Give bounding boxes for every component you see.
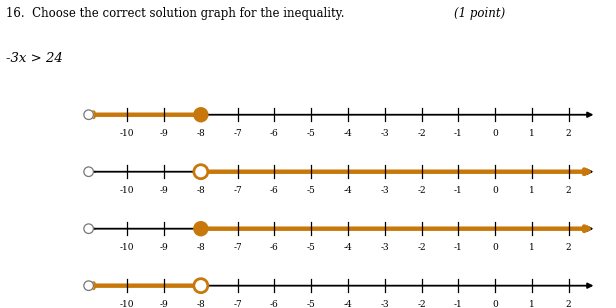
Text: -7: -7 bbox=[233, 129, 242, 138]
Text: 1: 1 bbox=[529, 186, 535, 195]
Text: 0: 0 bbox=[492, 186, 498, 195]
Text: -4: -4 bbox=[344, 186, 352, 195]
Text: 2: 2 bbox=[566, 186, 572, 195]
Circle shape bbox=[194, 165, 208, 179]
Text: -9: -9 bbox=[160, 243, 168, 252]
Circle shape bbox=[194, 222, 208, 236]
Circle shape bbox=[84, 281, 94, 290]
Text: -10: -10 bbox=[120, 300, 134, 308]
Text: -6: -6 bbox=[270, 129, 279, 138]
Circle shape bbox=[84, 167, 94, 176]
Text: -4: -4 bbox=[344, 243, 352, 252]
Text: -10: -10 bbox=[120, 243, 134, 252]
Text: -6: -6 bbox=[270, 300, 279, 308]
Text: -8: -8 bbox=[197, 300, 205, 308]
Text: 0: 0 bbox=[492, 243, 498, 252]
Circle shape bbox=[84, 224, 94, 233]
Text: -7: -7 bbox=[233, 243, 242, 252]
Text: -1: -1 bbox=[454, 300, 463, 308]
Text: 2: 2 bbox=[566, 300, 572, 308]
Text: -7: -7 bbox=[233, 300, 242, 308]
Text: -9: -9 bbox=[160, 300, 168, 308]
Text: 16.  Choose the correct solution graph for the inequality.: 16. Choose the correct solution graph fo… bbox=[6, 7, 345, 20]
Text: -3: -3 bbox=[381, 300, 389, 308]
Text: -6: -6 bbox=[270, 243, 279, 252]
Text: -2: -2 bbox=[417, 186, 426, 195]
Text: 1: 1 bbox=[529, 300, 535, 308]
Text: -6: -6 bbox=[270, 186, 279, 195]
Text: -4: -4 bbox=[344, 300, 352, 308]
Text: (1 point): (1 point) bbox=[455, 7, 506, 20]
Text: -4: -4 bbox=[344, 129, 352, 138]
Text: 0: 0 bbox=[492, 300, 498, 308]
Text: 0: 0 bbox=[492, 129, 498, 138]
Text: -3x > 24: -3x > 24 bbox=[6, 52, 63, 65]
Text: -5: -5 bbox=[307, 186, 315, 195]
Text: 2: 2 bbox=[566, 243, 572, 252]
Text: -10: -10 bbox=[120, 129, 134, 138]
Text: -1: -1 bbox=[454, 129, 463, 138]
Text: -7: -7 bbox=[233, 186, 242, 195]
Text: 1: 1 bbox=[529, 129, 535, 138]
Circle shape bbox=[194, 108, 208, 122]
Circle shape bbox=[194, 279, 208, 293]
Text: 1: 1 bbox=[529, 243, 535, 252]
Text: -10: -10 bbox=[120, 186, 134, 195]
Text: -2: -2 bbox=[417, 129, 426, 138]
Circle shape bbox=[84, 110, 94, 120]
Text: -2: -2 bbox=[417, 300, 426, 308]
Text: -8: -8 bbox=[197, 243, 205, 252]
Text: -8: -8 bbox=[197, 186, 205, 195]
Text: -2: -2 bbox=[417, 243, 426, 252]
Text: -5: -5 bbox=[307, 300, 315, 308]
Text: -8: -8 bbox=[197, 129, 205, 138]
Text: -9: -9 bbox=[160, 186, 168, 195]
Text: -5: -5 bbox=[307, 129, 315, 138]
Text: -9: -9 bbox=[160, 129, 168, 138]
Text: -3: -3 bbox=[381, 243, 389, 252]
Text: -3: -3 bbox=[381, 186, 389, 195]
Text: -3: -3 bbox=[381, 129, 389, 138]
Text: -1: -1 bbox=[454, 243, 463, 252]
Text: 2: 2 bbox=[566, 129, 572, 138]
Text: -5: -5 bbox=[307, 243, 315, 252]
Text: -1: -1 bbox=[454, 186, 463, 195]
